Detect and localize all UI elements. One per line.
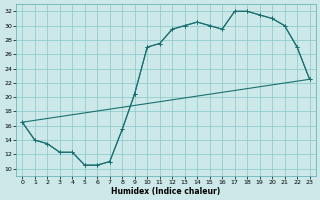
X-axis label: Humidex (Indice chaleur): Humidex (Indice chaleur)	[111, 187, 220, 196]
